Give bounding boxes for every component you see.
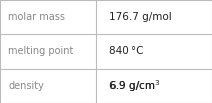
Text: 840 °C: 840 °C [109, 46, 144, 57]
Text: molar mass: molar mass [8, 12, 66, 22]
Text: 6.9 g/cm$^3$: 6.9 g/cm$^3$ [109, 78, 161, 94]
Text: 6.9 g/cm: 6.9 g/cm [109, 81, 155, 91]
Text: 176.7 g/mol: 176.7 g/mol [109, 12, 172, 22]
Text: density: density [8, 81, 44, 91]
Text: melting point: melting point [8, 46, 74, 57]
